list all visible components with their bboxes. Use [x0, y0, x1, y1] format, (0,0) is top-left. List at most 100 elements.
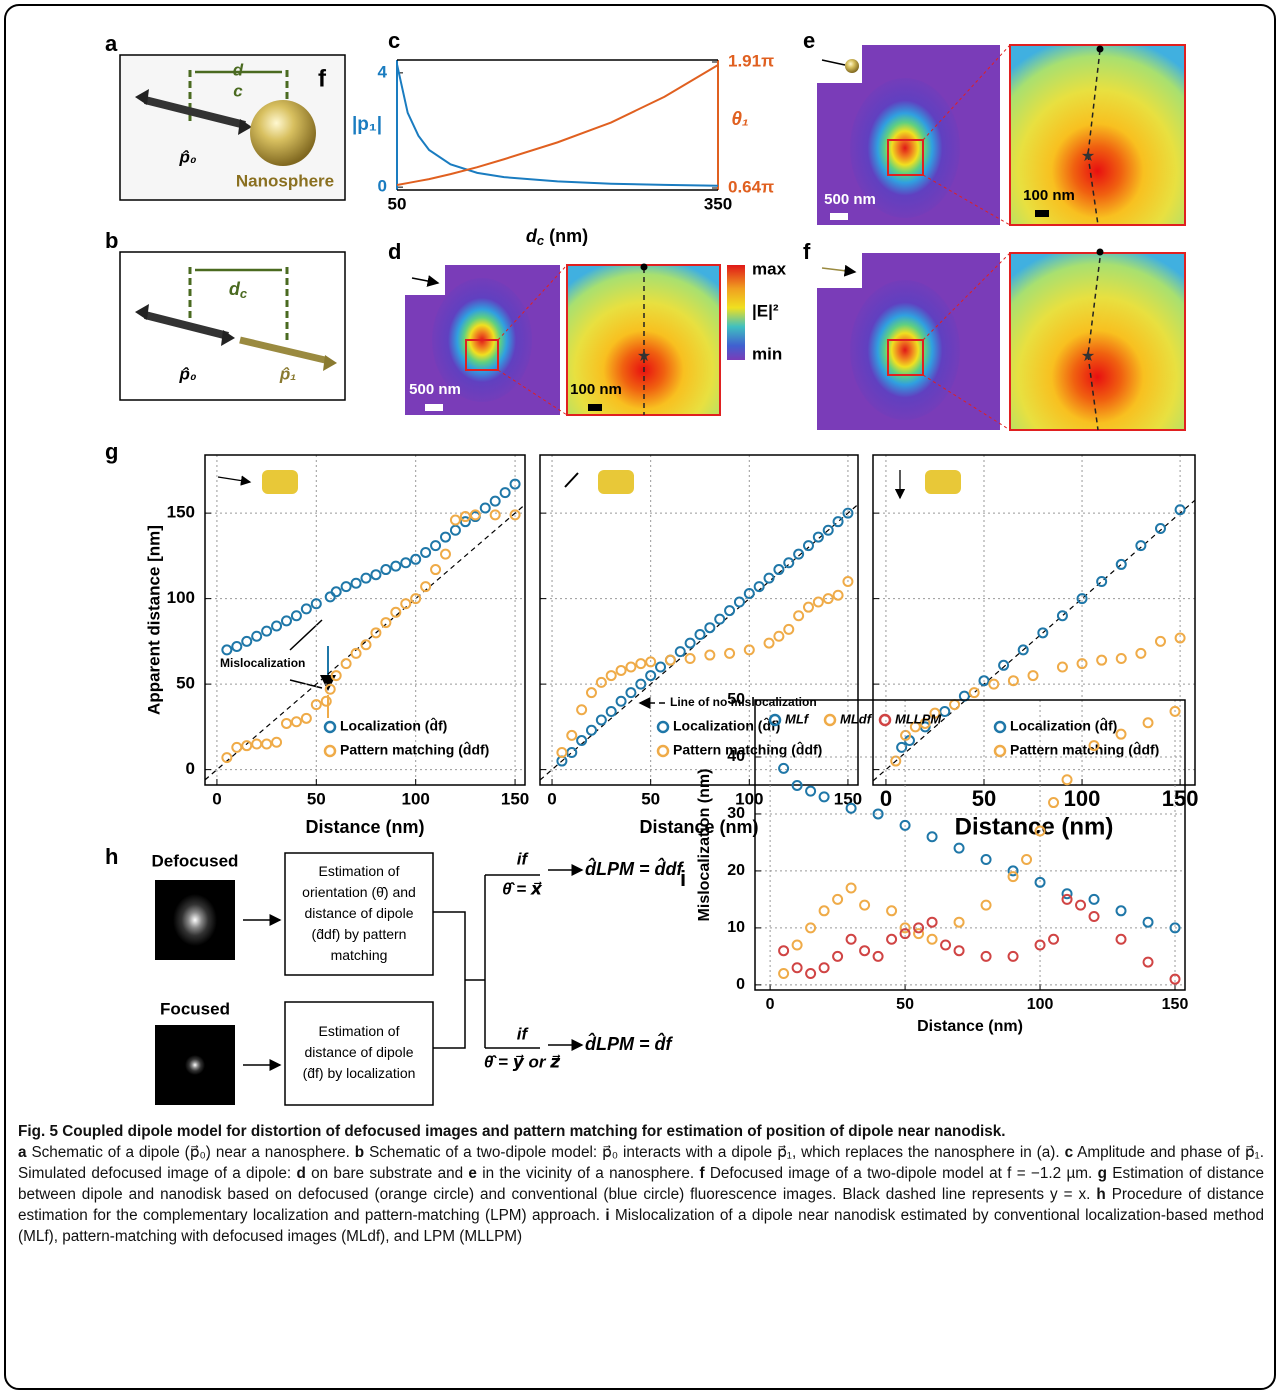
panel-label: g	[105, 439, 118, 464]
y-tick-label: 0	[378, 177, 387, 196]
label-d: d	[233, 60, 244, 79]
y-tick-label: 4	[378, 62, 388, 81]
caption-text: Schematic of a dipole (p⃗₀) near a nanos…	[27, 1144, 355, 1161]
plot-frame	[540, 455, 858, 785]
x-tick-label: 350	[704, 194, 732, 213]
point	[1144, 958, 1153, 967]
panel-label: h	[105, 844, 118, 869]
point	[607, 671, 616, 680]
condition: θ̂ = x⃗	[502, 879, 543, 898]
y-tick-label: 20	[727, 862, 745, 879]
x-axis-label: dc (nm)	[526, 226, 588, 249]
point	[491, 497, 500, 506]
box-line: distance of dipole	[305, 905, 414, 921]
legend-label: Localization (d̂f)	[673, 716, 780, 733]
legend-label: MLLPM	[895, 711, 942, 726]
legend-label: Pattern matching (d̂df)	[673, 740, 822, 757]
point	[940, 707, 949, 716]
scale-label: 100 nm	[1023, 187, 1075, 204]
caption-text: in the vicinity of a nanosphere.	[477, 1165, 700, 1182]
box-line: distance of dipole	[305, 1044, 414, 1060]
point	[950, 700, 959, 709]
x-axis-label: Distance (nm)	[305, 817, 424, 837]
point	[587, 726, 596, 735]
y-tick-label: 10	[727, 919, 745, 936]
map-e: 500 nm ★ 100 nm	[817, 45, 1185, 225]
svg-text:★: ★	[1081, 148, 1095, 165]
y-tick-label: 100	[167, 588, 195, 607]
scale-label: 500 nm	[409, 381, 461, 398]
point	[1076, 901, 1085, 910]
point	[1009, 872, 1018, 881]
point	[292, 717, 301, 726]
point	[491, 510, 500, 519]
label-p0: p̂₀	[178, 147, 196, 166]
y2-tick-label: 1.91π	[728, 51, 774, 70]
x-tick-label: 50	[641, 789, 660, 808]
point	[955, 844, 964, 853]
point	[332, 587, 341, 596]
point	[874, 952, 883, 961]
label-nanosphere: Nanosphere	[236, 171, 334, 190]
point	[793, 940, 802, 949]
if: if	[517, 1024, 530, 1043]
point	[1136, 649, 1145, 658]
label-defocused: Defocused	[152, 851, 239, 870]
point	[1136, 541, 1145, 550]
caption-title: Fig. 5 Coupled dipole model for distorti…	[18, 1121, 1264, 1142]
legend-label: Pattern matching (d̂df)	[1010, 740, 1159, 757]
point	[232, 743, 241, 752]
point	[501, 488, 510, 497]
point	[451, 515, 460, 524]
point	[806, 787, 815, 796]
point	[686, 654, 695, 663]
label-p0: p̂₀	[178, 364, 196, 383]
legend-marker	[880, 715, 890, 725]
scale-label: 500 nm	[824, 191, 876, 208]
point	[1063, 895, 1072, 904]
x-tick-label: 100	[401, 789, 429, 808]
point	[1058, 663, 1067, 672]
y-tick-label: 50	[176, 674, 195, 693]
point	[371, 570, 380, 579]
point	[262, 627, 271, 636]
y-tick-label: 40	[727, 748, 745, 765]
point	[381, 565, 390, 574]
colorbar-min: min	[752, 344, 782, 363]
if: if	[517, 849, 530, 868]
box-line: Estimation of	[319, 1023, 400, 1039]
point	[715, 615, 724, 624]
point	[860, 946, 869, 955]
point	[765, 639, 774, 648]
result: d̂LPM = d̂df	[585, 858, 684, 879]
point	[1117, 730, 1126, 739]
point	[955, 918, 964, 927]
legend-marker	[658, 746, 668, 756]
point	[779, 969, 788, 978]
x-tick-label: 100	[1064, 786, 1101, 811]
point	[262, 739, 271, 748]
point	[222, 645, 231, 654]
caption-key: a	[18, 1144, 27, 1161]
legend-marker	[325, 746, 335, 756]
caption: Fig. 5 Coupled dipole model for distorti…	[18, 1121, 1264, 1247]
box-line: orientation (θ̂) and	[302, 884, 416, 900]
point	[833, 952, 842, 961]
panel-label: d	[388, 239, 401, 264]
caption-text: on bare substrate and	[306, 1165, 469, 1182]
point	[577, 705, 586, 714]
point	[847, 884, 856, 893]
schematic-a: d c f p̂₀ Nanosphere	[120, 55, 345, 200]
point	[779, 764, 788, 773]
point	[421, 548, 430, 557]
point	[597, 678, 606, 687]
point	[1058, 611, 1067, 620]
panel-label: e	[803, 28, 815, 53]
plot-frame	[873, 455, 1195, 785]
y-tick-label: 0	[186, 759, 195, 778]
svg-text:★: ★	[1081, 348, 1095, 365]
point	[1144, 918, 1153, 927]
caption-text: ).	[1050, 1144, 1064, 1161]
panel-label: f	[803, 239, 811, 264]
